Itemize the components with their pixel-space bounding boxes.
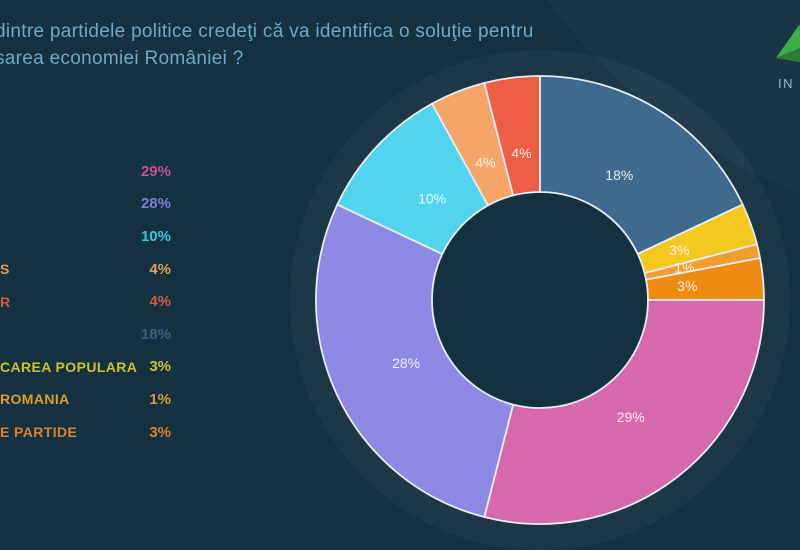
logo-text: IN: [778, 76, 794, 91]
slice-label: 18%: [605, 167, 633, 183]
legend-value: 3%: [149, 358, 171, 376]
title-line-2: sarea economiei României ?: [0, 48, 244, 69]
donut-slice: [315, 203, 514, 518]
slice-label: 3%: [669, 242, 689, 258]
legend-party-label: S: [0, 261, 10, 278]
legend-value: 28%: [140, 195, 171, 213]
slice-label: 28%: [392, 355, 420, 371]
legend-value: 1%: [149, 390, 171, 408]
slice-label: 29%: [617, 409, 645, 425]
legend-party-label: ROMANIA: [0, 391, 70, 408]
legend-value: 3%: [149, 423, 171, 441]
legend-party-label: CAREA POPULARA: [0, 358, 138, 375]
donut-chart: 18%3%1%3%29%28%10%4%4%: [315, 75, 765, 525]
inscop-logo: IN: [772, 24, 800, 96]
legend-value: 29%: [140, 162, 171, 180]
legend-party-label: R: [0, 293, 11, 310]
legend-party-label: E PARTIDE: [0, 424, 78, 441]
legend-row: 18%: [0, 318, 171, 351]
legend-value: 4%: [149, 293, 171, 311]
slice-label: 3%: [677, 278, 697, 294]
legend-row: 28%: [0, 188, 171, 221]
legend: 29% 28% 10% S 4% R 4% 18% CAREA POPULARA 3% ROMANI…: [0, 155, 171, 448]
legend-row: ROMANIA 1%: [0, 383, 171, 416]
legend-value: 10%: [140, 227, 171, 245]
legend-row: R 4%: [0, 285, 171, 318]
title-line-1: dintre partidele politice credeţi că va …: [0, 21, 534, 42]
donut-slice: [483, 299, 765, 525]
legend-row: S 4%: [0, 253, 171, 286]
slice-label: 10%: [418, 191, 446, 207]
survey-question-title: dintre partidele politice credeţi că va …: [0, 18, 675, 72]
legend-value: 4%: [149, 260, 171, 278]
legend-row: 29%: [0, 155, 171, 188]
slice-label: 4%: [475, 154, 495, 170]
legend-row: 10%: [0, 220, 171, 253]
legend-row: CAREA POPULARA 3%: [0, 351, 171, 384]
donut-slice: [483, 75, 541, 197]
legend-value: 18%: [140, 325, 171, 343]
donut-slice: [539, 75, 744, 255]
slice-label: 4%: [511, 145, 531, 161]
legend-row: E PARTIDE 3%: [0, 416, 171, 449]
